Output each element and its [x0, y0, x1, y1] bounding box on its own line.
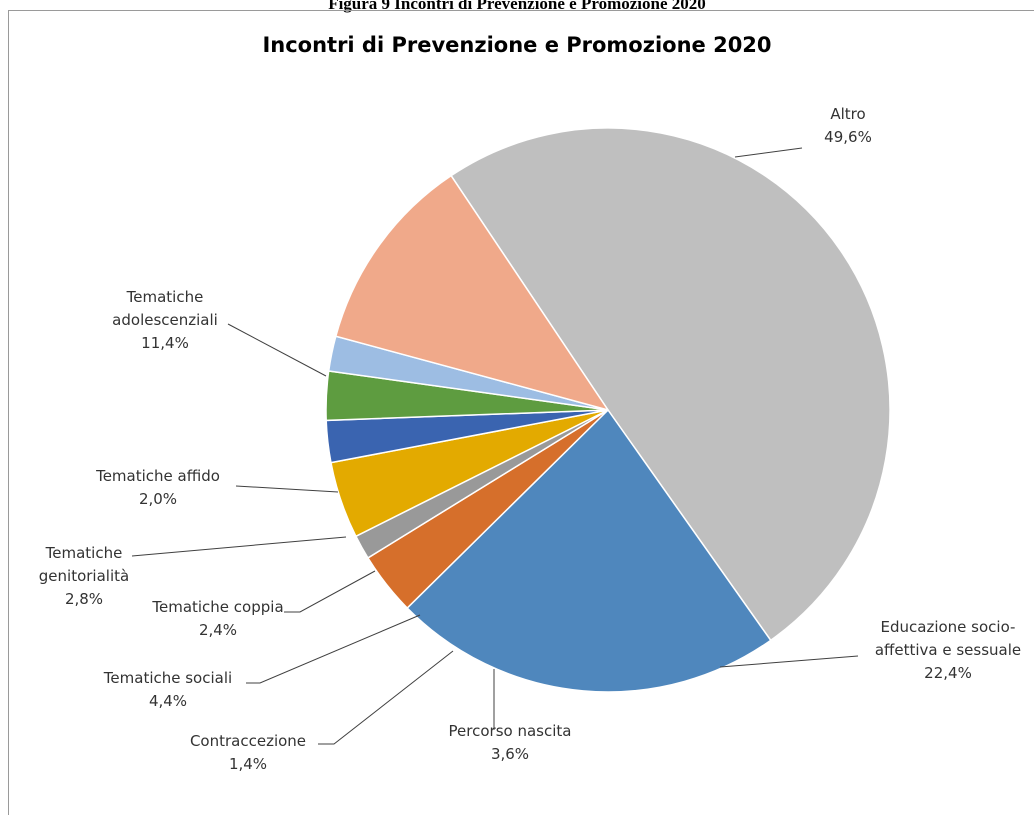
leader-line — [227, 323, 327, 377]
pie-slice-educazione-socio-affettiva-e-sessuale — [406, 408, 772, 693]
leader-line — [719, 655, 859, 668]
chart-frame — [8, 10, 1034, 815]
leader-line — [131, 536, 347, 557]
slice-label: Altro 49,6% — [824, 105, 872, 146]
leader-line — [284, 570, 376, 613]
leader-line — [318, 650, 454, 745]
slice-label: Contraccezione 1,4% — [190, 732, 306, 773]
slice-label: Percorso nascita 3,6% — [449, 722, 572, 763]
chart-title: Incontri di Prevenzione e Promozione 202… — [262, 33, 772, 57]
leader-line — [734, 147, 803, 158]
leader-line — [246, 614, 421, 684]
slice-label: Tematiche sociali 4,4% — [103, 669, 232, 710]
slice-label: Tematiche genitorialità 2,8% — [39, 544, 129, 608]
leader-line — [235, 485, 339, 493]
slice-label: Tematiche coppia 2,4% — [151, 598, 283, 639]
figure-caption: Figura 9 Incontri di Prevenzione e Promo… — [328, 0, 706, 13]
slice-label: Educazione socio-affettiva e sessuale 22,… — [875, 618, 1021, 682]
slice-label: Tematiche affido 2,0% — [95, 467, 220, 508]
pie-slice-altro — [450, 127, 891, 642]
pie-slice-tematiche-adolescenziali — [334, 174, 610, 412]
slice-label: Tematiche adolescenziali 11,4% — [112, 288, 218, 352]
